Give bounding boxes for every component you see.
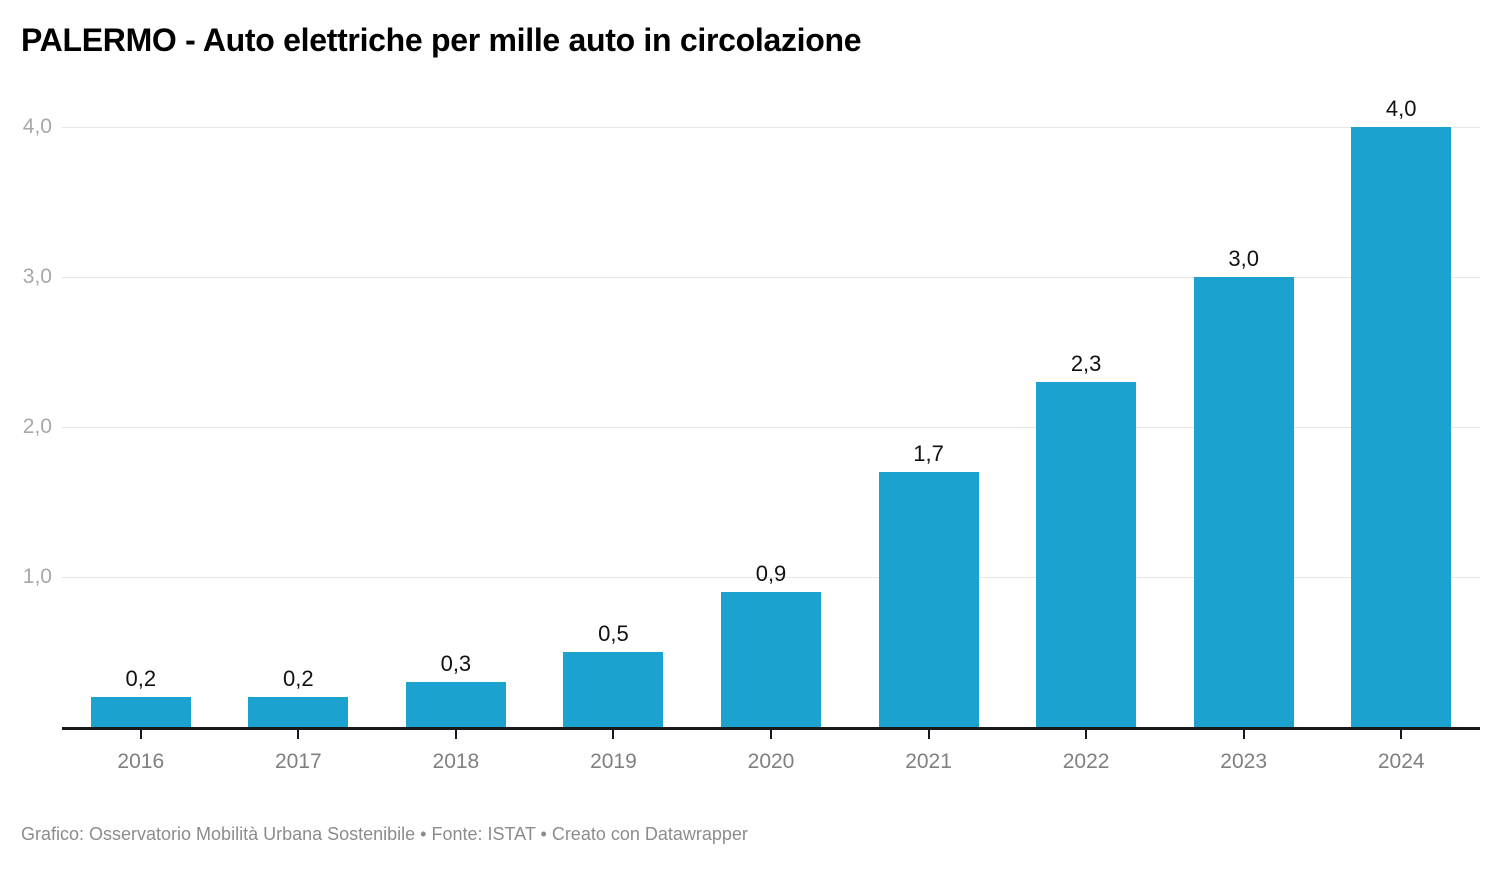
bar-value-label: 0,2 [125,666,157,691]
bar-2022 [1036,382,1137,727]
x-axis-tick [1400,730,1403,739]
bar-value-label: 0,3 [440,651,472,676]
y-axis-tick-label: 3,0 [22,265,52,288]
bar-value-label: 2,3 [1070,351,1102,376]
bar-2019 [563,652,664,727]
gridline [62,277,1480,278]
bar-2024 [1351,127,1452,727]
x-axis-tick [1242,730,1245,739]
chart-title: PALERMO - Auto elettriche per mille auto… [21,22,862,58]
bar-value-label: 0,9 [755,561,787,586]
chart-footer: Grafico: Osservatorio Mobilità Urbana So… [21,824,748,844]
y-axis-tick-label: 2,0 [22,415,52,438]
gridline [62,427,1480,428]
x-axis-tick [454,730,457,739]
x-axis-label-2017: 2017 [274,750,322,773]
x-axis-label-2018: 2018 [432,750,480,773]
bar-2021 [878,472,979,727]
bar-2023 [1193,277,1294,727]
y-axis-tick-label: 1,0 [22,565,52,588]
bar-2016 [90,697,191,727]
bar-2020 [721,592,821,727]
x-axis-label-2022: 2022 [1062,750,1110,773]
bar-value-label: 0,5 [598,621,629,646]
y-axis-tick-label: 4,0 [22,115,52,138]
x-axis-tick [297,730,300,739]
x-axis-label-2023: 2023 [1220,750,1268,773]
x-axis-tick [927,730,930,739]
gridline [62,127,1480,128]
bar-value-label: 0,2 [283,666,314,691]
gridline [62,577,1480,578]
bar-value-label: 1,7 [913,441,944,466]
x-axis-tick [612,730,615,739]
x-axis-label-2024: 2024 [1377,750,1425,773]
x-axis-label-2016: 2016 [117,750,165,773]
x-axis-line [62,727,1480,730]
x-axis-tick [770,730,772,739]
bar-2018 [405,682,506,727]
bar-value-label: 4,0 [1385,96,1417,121]
x-axis-label-2021: 2021 [905,750,952,773]
bar-2017 [248,697,349,727]
x-axis-label-2020: 2020 [747,750,795,773]
bar-value-label: 3,0 [1228,246,1259,271]
x-axis-label-2019: 2019 [590,750,637,773]
x-axis-tick [1085,730,1088,739]
x-axis-tick [139,730,142,739]
